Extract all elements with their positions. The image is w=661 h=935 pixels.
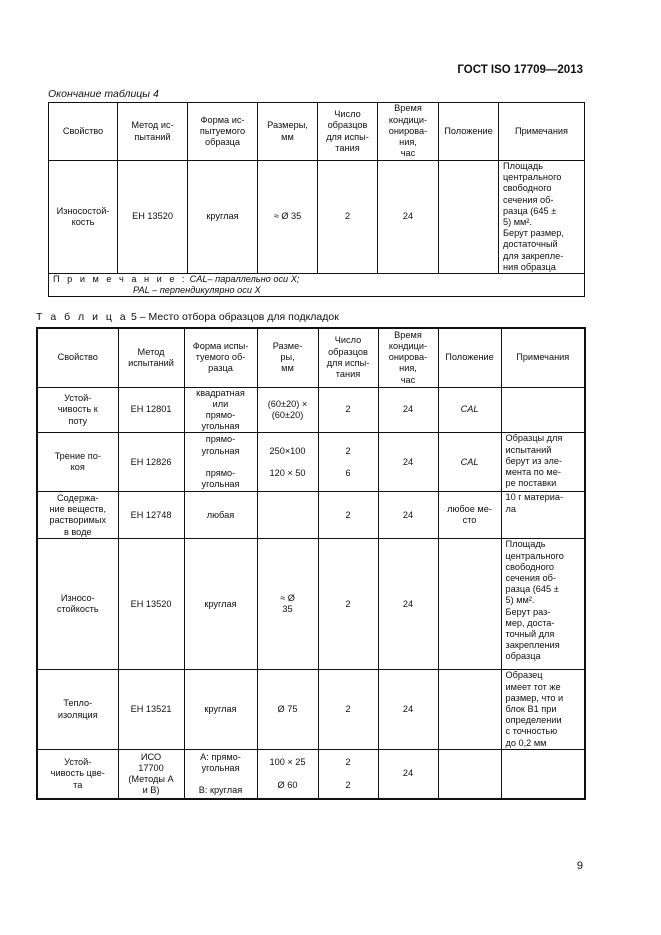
column-header: Положение	[438, 102, 499, 161]
table-cell: Образцы для испытаний берут из эле- мент…	[500, 432, 586, 493]
table-cell: 24	[377, 159, 439, 275]
table-cell: 24	[377, 748, 439, 800]
table-cell: Содержа- ние веществ, растворимых в воде	[36, 491, 119, 540]
table-cell: 2	[317, 538, 379, 671]
footnote-label: П р и м е ч а н и е :	[53, 274, 188, 285]
column-header: Метод испытаний	[117, 327, 185, 388]
header-row: Свойство Метод испытаний Форма испы- туемо…	[36, 327, 586, 388]
table-row: Устой- чивость цве- та ИСО 17700 (Методы …	[36, 748, 586, 800]
table-cell: Тепло- изоляция	[36, 669, 119, 750]
column-header: Разме- ры, мм	[256, 327, 319, 388]
table-row: Тепло- изоляция ЕН 13521 круглая Ø 75 2 24 Обр…	[36, 669, 586, 750]
column-header: Свойство	[48, 102, 118, 161]
table-cell	[256, 491, 319, 540]
table-cell: Образец имеет тот же размер, что и блок …	[500, 669, 586, 750]
table-cell: Износостой- кость	[48, 159, 118, 275]
column-header: Форма испы- туемого об- разца	[183, 327, 258, 388]
table-cell: CAL	[437, 432, 502, 493]
table-cell: Устой- чивость к поту	[36, 386, 119, 434]
table-cell: 24	[377, 432, 439, 493]
table-cell: ЕН 13520	[117, 538, 185, 671]
table-cell: ЕН 13521	[117, 669, 185, 750]
table-row: Устой- чивость к поту ЕН 12801 квадратная …	[36, 386, 586, 434]
table-cell: 2 2	[317, 748, 379, 800]
table-cell	[438, 159, 499, 275]
table-cell	[437, 538, 502, 671]
table-cell: круглая	[183, 669, 258, 750]
table-cell: 2	[317, 159, 378, 275]
column-header: Время кондици- онирова- ния, час	[377, 102, 439, 161]
table-cell	[437, 748, 502, 800]
column-header: Примечания	[498, 102, 585, 161]
column-header: Метод ис- пытаний	[117, 102, 188, 161]
table-cell	[500, 748, 586, 800]
table-cell: 10 г материа- ла	[500, 491, 586, 540]
table-cell: круглая	[183, 538, 258, 671]
table-row: Содержа- ние веществ, растворимых в воде…	[36, 491, 586, 540]
table-5: Свойство Метод испытаний Форма испы- туемо…	[36, 327, 586, 801]
column-header: Число образцов для испы- тания	[317, 327, 379, 388]
table-row: Износостой- кость ЕН 13520 круглая ≈ Ø 35 2 2…	[48, 159, 585, 275]
table-cell: квадратная или прямо- угольная	[183, 386, 258, 434]
table-cell: Ø 75	[256, 669, 319, 750]
column-header: Свойство	[36, 327, 119, 388]
table4-caption: Окончание таблицы 4	[48, 88, 159, 100]
table-cell	[437, 669, 502, 750]
table-cell: любая	[183, 491, 258, 540]
table-cell: Устой- чивость цве- та	[36, 748, 119, 800]
footnote-row: П р и м е ч а н и е : CAL– параллельно о…	[48, 273, 585, 298]
table-cell	[500, 386, 586, 434]
table-cell: А: прямо- угольная В: круглая	[183, 748, 258, 800]
table-cell: Площадь центрального свободного сечения …	[498, 159, 585, 275]
table-4: Свойство Метод ис- пытаний Форма ис- пытуе…	[48, 102, 585, 298]
table4-footnote: П р и м е ч а н и е : CAL– параллельно о…	[48, 273, 585, 298]
table-cell: ЕН 12748	[117, 491, 185, 540]
table-cell: (60±20) × (60±20)	[256, 386, 319, 434]
table-cell: 100 × 25 Ø 60	[256, 748, 319, 800]
table-cell: 24	[377, 538, 439, 671]
table-cell: 2	[317, 669, 379, 750]
table-row: Износо- стойкость ЕН 13520 круглая ≈ Ø 35 2 2…	[36, 538, 586, 671]
column-header: Форма ис- пытуемого образца	[187, 102, 258, 161]
table-cell: Износо- стойкость	[36, 538, 119, 671]
header-row: Свойство Метод ис- пытаний Форма ис- пытуе…	[48, 102, 585, 161]
column-header: Время кондици- онирова- ния, час	[377, 327, 439, 388]
table-cell: ЕН 12826	[117, 432, 185, 493]
table-cell: 24	[377, 386, 439, 434]
table5-caption-label: Т а б л и ц а	[36, 311, 129, 323]
column-header: Примечания	[500, 327, 586, 388]
table-cell: Трение по- коя	[36, 432, 119, 493]
column-header: Число образцов для испы- тания	[317, 102, 378, 161]
table-cell: любое ме- сто	[437, 491, 502, 540]
document-id: ГОСТ ISO 17709—2013	[457, 64, 583, 76]
footnote-line1: CAL– параллельно оси X;	[189, 274, 300, 285]
table-cell: ЕН 12801	[117, 386, 185, 434]
table-cell: прямо- угольная прямо- угольная	[183, 432, 258, 493]
page-number: 9	[576, 860, 583, 872]
table-cell: 24	[377, 491, 439, 540]
table-cell: CAL	[437, 386, 502, 434]
table-cell: 2	[317, 491, 379, 540]
column-header: Положение	[437, 327, 502, 388]
table-cell: ЕН 13520	[117, 159, 188, 275]
table-cell: Площадь центрального свободного сечения …	[500, 538, 586, 671]
table-cell: 2 6	[317, 432, 379, 493]
table-cell: 250×100 120 × 50	[256, 432, 319, 493]
table-cell: 2	[317, 386, 379, 434]
table5-caption: Т а б л и ц а 5 – Место отбора образцов …	[36, 311, 339, 323]
table-cell: ≈ Ø 35	[257, 159, 318, 275]
table-row: Трение по- коя ЕН 12826 прямо- угольная пр…	[36, 432, 586, 493]
column-header: Размеры, мм	[257, 102, 318, 161]
footnote-line2: PAL – перпендикулярно оси X	[133, 285, 261, 296]
table-cell: ≈ Ø 35	[256, 538, 319, 671]
table-cell: круглая	[187, 159, 258, 275]
table5-caption-text: 5 – Место отбора образцов для подкладок	[131, 311, 339, 323]
table-cell: 24	[377, 669, 439, 750]
table-cell: ИСО 17700 (Методы А и В)	[117, 748, 185, 800]
